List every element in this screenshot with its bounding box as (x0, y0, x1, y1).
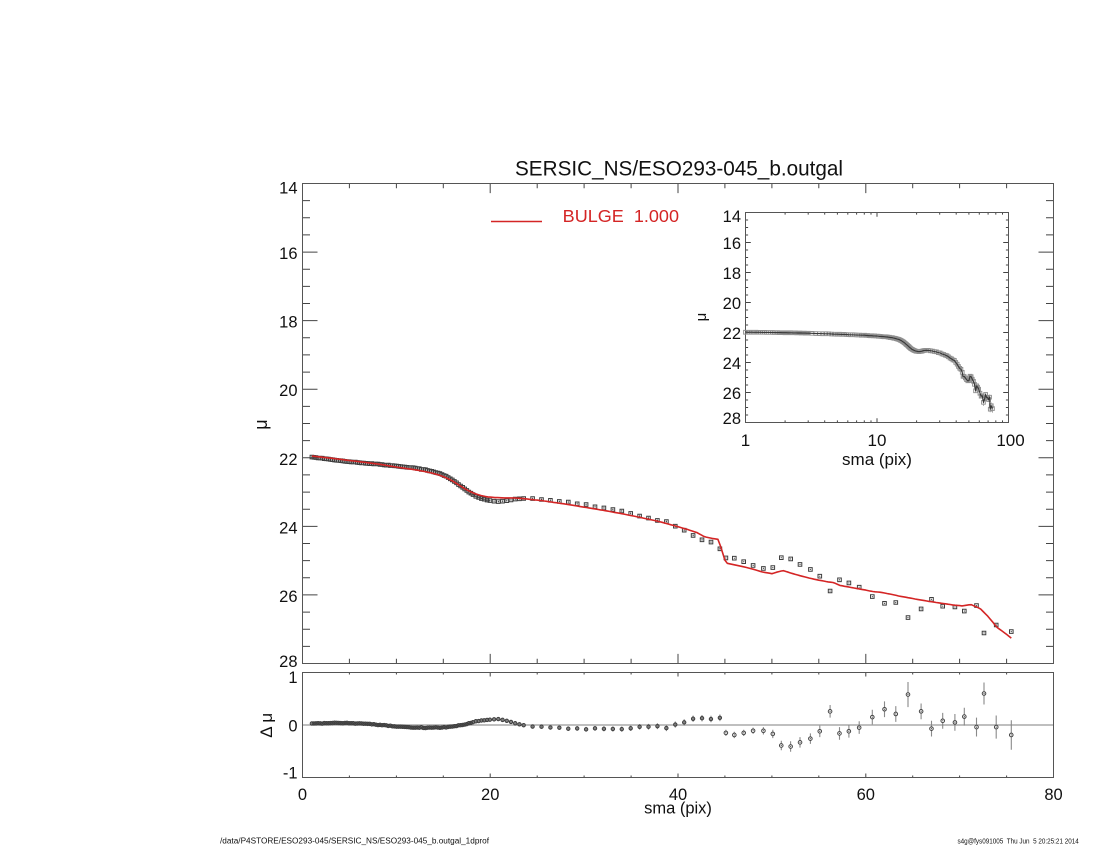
svg-text:1: 1 (741, 431, 750, 450)
svg-text:40: 40 (669, 786, 687, 804)
svg-text:20: 20 (279, 382, 297, 400)
svg-text:60: 60 (857, 786, 875, 804)
svg-text:24: 24 (279, 519, 297, 537)
svg-text:18: 18 (279, 314, 297, 332)
svg-text:100: 100 (996, 431, 1024, 450)
svg-text:28: 28 (723, 410, 741, 428)
svg-text:sma (pix): sma (pix) (644, 800, 712, 818)
svg-text:-1: -1 (283, 765, 298, 783)
svg-text:26: 26 (723, 385, 741, 403)
svg-text:28: 28 (279, 653, 297, 671)
svg-text:μ: μ (693, 313, 710, 322)
svg-text:24: 24 (723, 355, 741, 373)
svg-text:14: 14 (723, 208, 741, 226)
svg-text:/data/P4STORE/ESO293-045/SERSI: /data/P4STORE/ESO293-045/SERSIC_NS/ESO29… (220, 837, 490, 846)
svg-text:26: 26 (279, 588, 297, 606)
svg-text:14: 14 (279, 180, 297, 198)
svg-text:s4g@fys091005 Thu Jun 5 20:2: s4g@fys091005 Thu Jun 5 20:25:21 2014 (958, 837, 1079, 846)
svg-text:1: 1 (288, 669, 297, 687)
svg-text:BULGE 1.000: BULGE 1.000 (563, 206, 680, 226)
svg-text:sma (pix): sma (pix) (842, 450, 912, 469)
svg-text:80: 80 (1044, 786, 1062, 804)
svg-text:20: 20 (723, 295, 741, 313)
svg-text:μ: μ (251, 419, 271, 429)
svg-text:0: 0 (298, 786, 307, 804)
svg-text:16: 16 (279, 245, 297, 263)
svg-text:22: 22 (279, 451, 297, 469)
svg-text:16: 16 (723, 235, 741, 253)
svg-text:10: 10 (868, 431, 887, 450)
svg-text:Δ μ: Δ μ (257, 713, 276, 738)
svg-text:22: 22 (723, 325, 741, 343)
svg-text:SERSIC_NS/ESO293-045_b.outgal: SERSIC_NS/ESO293-045_b.outgal (515, 157, 843, 181)
svg-text:20: 20 (481, 786, 499, 804)
svg-text:18: 18 (723, 265, 741, 283)
svg-text:0: 0 (288, 718, 297, 736)
